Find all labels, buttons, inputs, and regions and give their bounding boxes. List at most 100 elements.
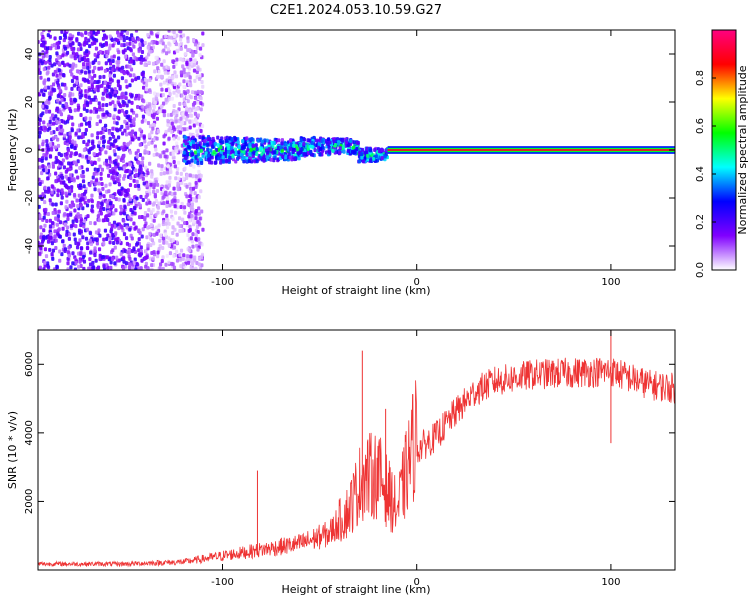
- spectrogram-cell: [54, 238, 58, 243]
- spectrogram-cell: [69, 212, 73, 217]
- spectrogram-cell: [165, 200, 170, 205]
- spectrogram-cell: [256, 138, 260, 143]
- spectrogram-cell: [49, 130, 54, 135]
- spectrogram-cell: [42, 235, 46, 240]
- spectrogram-cell: [120, 76, 125, 81]
- spectrogram-cell: [74, 151, 78, 156]
- spectrogram-cell: [138, 56, 142, 61]
- spectrogram-cell: [96, 167, 100, 172]
- spectrogram-cell: [55, 41, 59, 46]
- spectrogram-cell: [163, 44, 168, 49]
- spectrogram-cell: [160, 87, 164, 92]
- spectrogram-cell: [198, 157, 202, 162]
- spectrogram-cell: [68, 173, 73, 178]
- spectrogram-cell: [144, 82, 149, 87]
- spectrogram-cell: [200, 79, 204, 84]
- spectrogram-cell: [38, 134, 42, 139]
- spectrogram-cell: [126, 125, 130, 130]
- spectrogram-cell: [108, 156, 112, 161]
- spectrogram-cell: [48, 126, 52, 131]
- spectrogram-cell: [100, 146, 104, 151]
- spectrogram-cell: [185, 173, 190, 178]
- spectrogram-cell: [107, 130, 112, 135]
- spectrogram-cell: [40, 31, 44, 36]
- spectrogram-cell: [148, 124, 153, 129]
- spectrogram-cell: [133, 131, 138, 136]
- spectrogram-cell: [68, 135, 72, 140]
- spectrogram-cell: [145, 150, 150, 155]
- spectrogram-cell: [167, 136, 171, 141]
- spectrogram-cell: [163, 154, 167, 159]
- spectrogram-cell: [248, 151, 252, 156]
- spectrogram-cell: [87, 156, 92, 161]
- spectrogram-cell: [151, 256, 155, 261]
- spectrogram-cell: [139, 194, 143, 199]
- spectrogram-cell: [152, 189, 156, 194]
- spectrogram-cell: [172, 186, 176, 191]
- x-tick-label: 100: [601, 277, 620, 288]
- spectrogram-cell: [108, 212, 112, 217]
- spectrogram-cell: [93, 248, 97, 253]
- spectrogram-cell: [47, 235, 51, 240]
- spectrogram-cell: [229, 145, 233, 150]
- spectrogram-cell: [180, 93, 184, 98]
- spectrogram-cell: [119, 252, 123, 257]
- spectrogram-cell: [52, 116, 56, 121]
- spectrogram-cell: [44, 109, 49, 114]
- spectrogram-cell: [38, 67, 41, 72]
- spectrogram-cell: [134, 93, 139, 98]
- spectrogram-cell: [71, 41, 75, 46]
- spectrogram-cell: [108, 136, 112, 141]
- spectrogram-cell: [125, 31, 129, 36]
- spectrogram-cell: [91, 61, 95, 66]
- spectrogram-cell: [179, 70, 183, 75]
- spectrogram-cell: [97, 84, 101, 89]
- spectrogram-cell: [172, 109, 176, 114]
- spectrogram-cell: [197, 178, 201, 183]
- spectrogram-cell: [93, 80, 97, 85]
- spectrogram-cell: [111, 126, 115, 131]
- spectrogram-cell: [122, 232, 127, 237]
- spectrogram-cell: [113, 152, 117, 157]
- spectrogram-cell: [52, 121, 56, 126]
- spectrogram-cell: [45, 139, 49, 144]
- spectrogram-cell: [96, 203, 100, 208]
- spectrogram-cell: [144, 87, 149, 92]
- spectrogram-cell: [65, 104, 69, 109]
- spectrogram-cell: [65, 119, 70, 124]
- spectrogram-cell: [128, 36, 132, 41]
- spectrogram-cell: [73, 160, 77, 165]
- spectrogram-cell: [192, 62, 196, 67]
- spectrogram-cell: [56, 94, 60, 99]
- spectrogram-cell: [181, 112, 185, 117]
- spectrogram-cell: [178, 252, 182, 257]
- spectrogram-cell: [299, 138, 303, 143]
- spectrogram-cell: [73, 237, 77, 242]
- snr-y-ticks: 2000 4000 6000: [24, 352, 675, 514]
- spectrogram-cell: [84, 128, 88, 133]
- spectrogram-cell: [82, 259, 87, 264]
- spectrogram-cell: [165, 78, 169, 83]
- spectrogram-cell: [151, 241, 156, 246]
- spectrogram-cell: [135, 154, 139, 159]
- spectrogram-cell: [181, 64, 185, 69]
- spectrogram-cell: [46, 33, 50, 38]
- spectrogram-cell: [90, 41, 94, 46]
- spectrogram-cell: [198, 241, 202, 246]
- spectrogram-cell: [39, 75, 43, 80]
- spectrogram-cell: [104, 61, 108, 66]
- spectrogram-cell: [152, 109, 156, 114]
- colorbar-tick-label: 0.4: [695, 166, 706, 182]
- spectrogram-cell: [75, 38, 79, 43]
- spectrogram-cell: [107, 189, 111, 194]
- spectrogram-cell: [107, 221, 112, 226]
- spectrogram-cell: [181, 58, 185, 63]
- spectrogram-cell: [147, 60, 151, 65]
- spectrogram-cell: [48, 119, 52, 124]
- spectrogram-cell: [125, 110, 129, 115]
- spectrogram-cell: [173, 82, 177, 87]
- spectrogram-cell: [136, 148, 140, 153]
- spectrogram-cell: [77, 241, 81, 246]
- spectrogram-cell: [137, 47, 141, 52]
- spectrogram-cell: [151, 122, 155, 127]
